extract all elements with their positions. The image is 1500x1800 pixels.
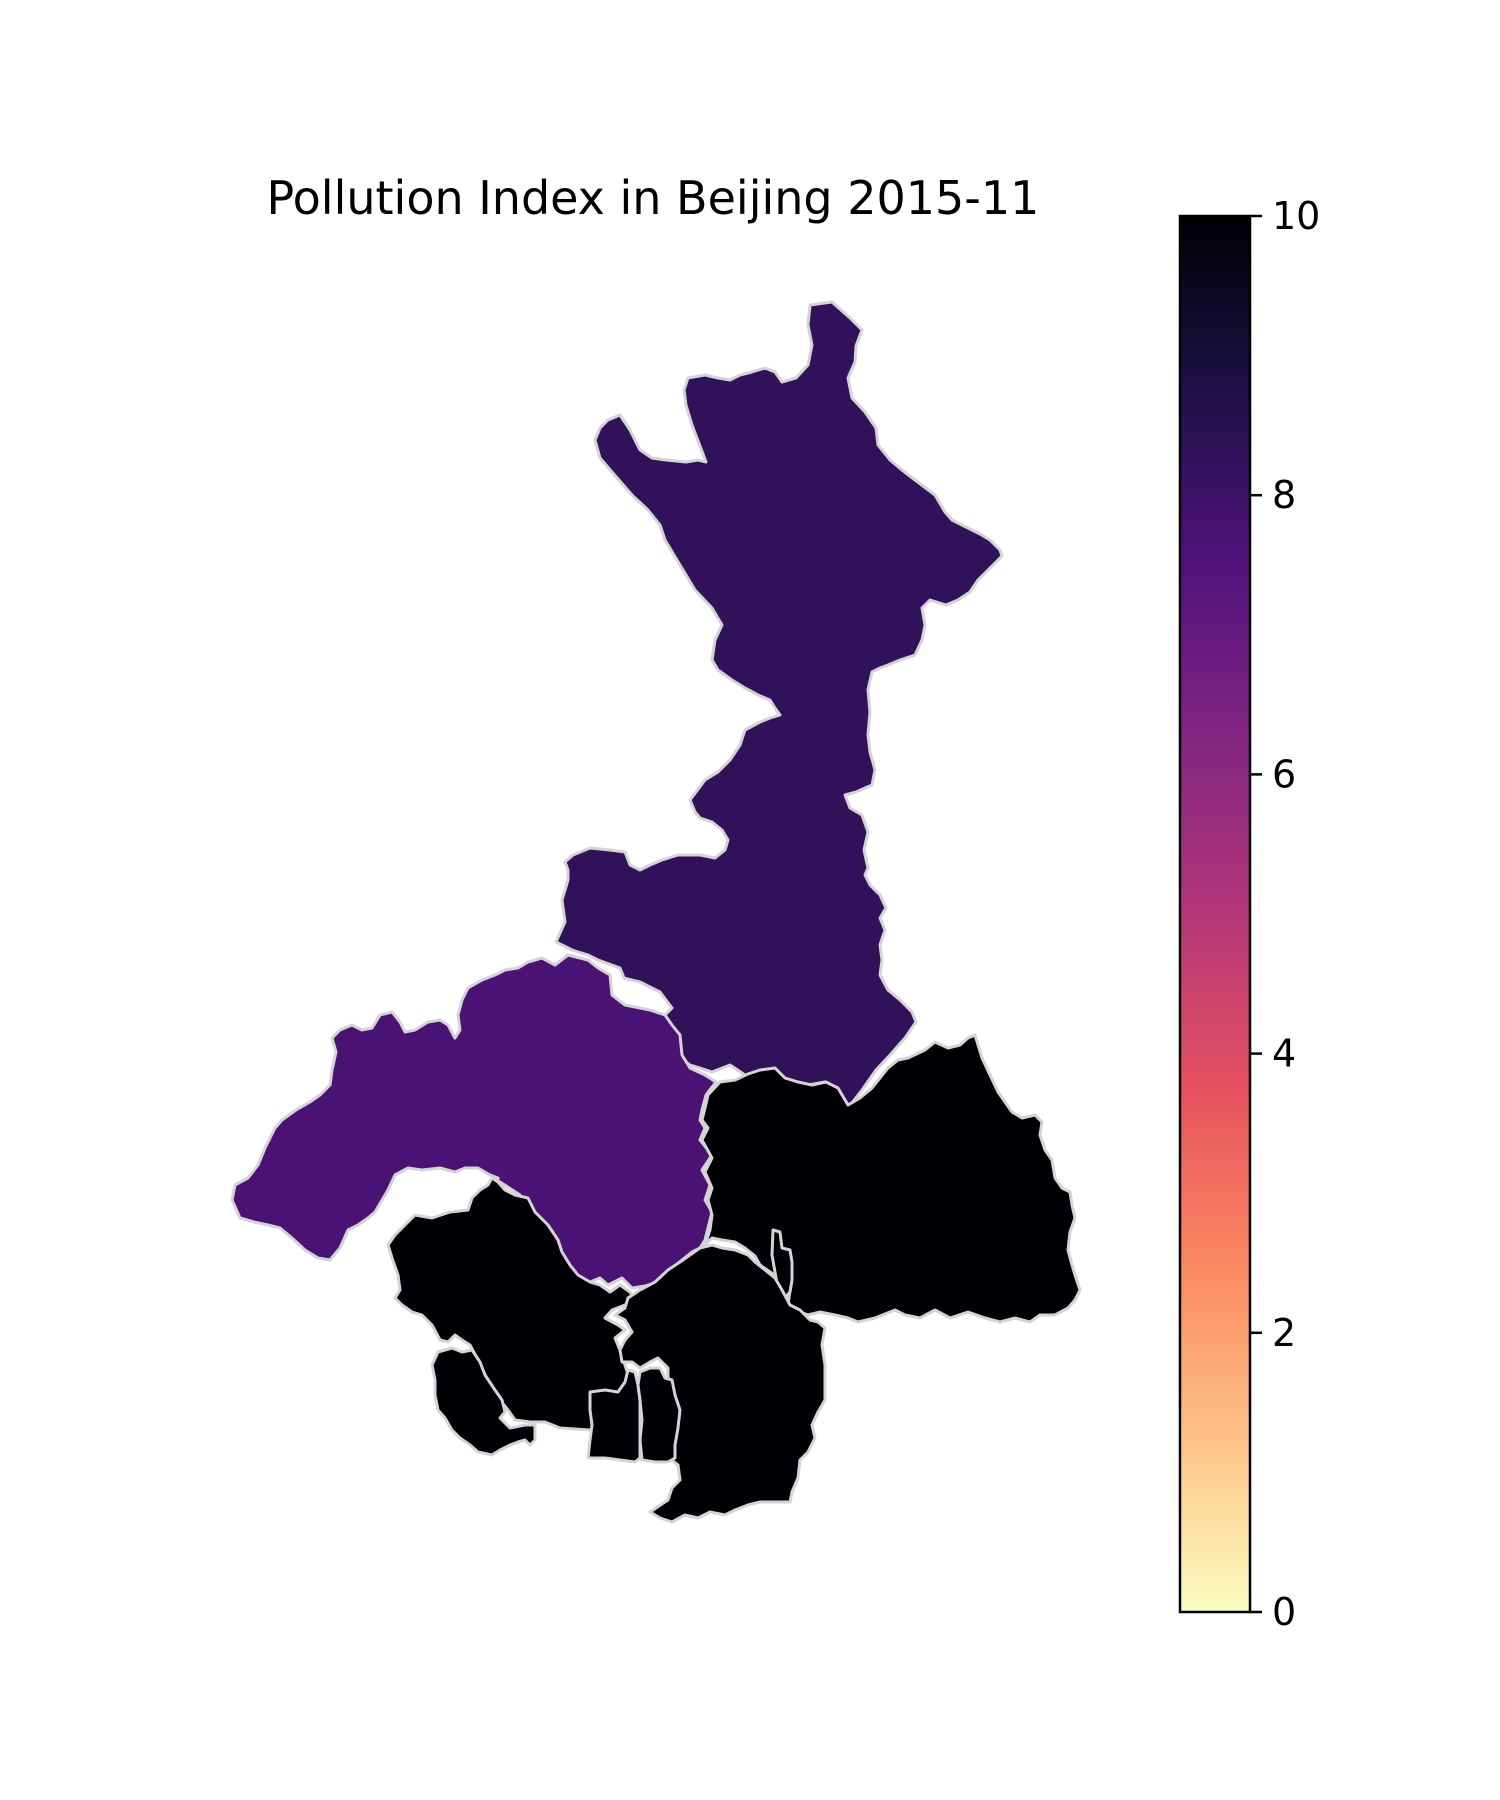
region-east [700, 1033, 1082, 1324]
region-far-southwest [430, 1346, 537, 1457]
colorbar-tick-label: 6 [1272, 752, 1296, 796]
colorbar: 0 2 4 6 8 10 [1178, 194, 1320, 1634]
map-title: Pollution Index in Beijing 2015-11 [267, 171, 1040, 225]
colorbar-tick-label: 10 [1272, 194, 1320, 238]
colorbar-tick-label: 8 [1272, 473, 1296, 517]
colorbar-tick-label: 4 [1272, 1032, 1296, 1076]
colorbar-tick-label: 0 [1272, 1590, 1296, 1634]
region-core-b [636, 1366, 682, 1464]
colorbar-ticks: 0 2 4 6 8 10 [1250, 194, 1320, 1634]
colorbar-gradient [1178, 214, 1252, 1614]
beijing-map [230, 300, 1082, 1524]
region-north [554, 300, 1004, 1112]
colorbar-tick-label: 2 [1272, 1311, 1296, 1355]
